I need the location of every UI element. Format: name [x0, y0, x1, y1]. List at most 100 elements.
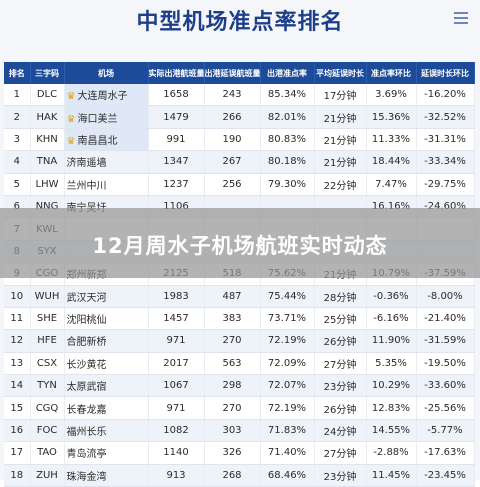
- flights-cell: 1347: [148, 150, 205, 174]
- delay-change-cell: -31.31%: [416, 128, 475, 152]
- delayed-cell: 298: [204, 374, 261, 398]
- table-row: 11 SHE 沈阳桃仙 1457 383 73.71% 25分钟 -6.16% -21.40%: [4, 307, 475, 331]
- airport-name: 南昌昌北: [77, 135, 118, 147]
- delay-change-cell: -33.34%: [416, 150, 475, 174]
- code-cell: ZUH: [30, 464, 65, 487]
- flights-cell: 1082: [148, 419, 205, 443]
- table-row: 4 TNA 济南遥墙 1347 267 80.18% 21分钟 18.44% -33.34%: [4, 150, 475, 174]
- code-cell: DLC: [30, 84, 65, 107]
- airport-cell: 合肥新桥: [64, 329, 149, 353]
- rank-cell: 16: [4, 419, 31, 443]
- delay-change-cell: -5.77%: [416, 419, 475, 443]
- ontime-change-cell: 10.29%: [366, 374, 417, 398]
- airport-name: 珠海金湾: [66, 471, 107, 483]
- flights-cell: 2017: [148, 352, 205, 376]
- ontime-rate-cell: 72.19%: [260, 329, 315, 353]
- table-row: 12 HFE 合肥新桥 971 270 72.19% 26分钟 11.90% -31.59%: [4, 329, 475, 353]
- delay-change-cell: -17.63%: [416, 441, 475, 465]
- ontime-rate-cell: 80.18%: [260, 150, 315, 174]
- ontime-rate-cell: 72.07%: [260, 374, 315, 398]
- column-header: 出港准点率: [260, 62, 315, 84]
- table-header-row: 排名 三字码 机场 实际出港航班量 出港延误航班量 出港准点率 平均延误时长 准…: [4, 62, 475, 84]
- rank-cell: 1: [4, 84, 31, 107]
- column-header: 延误时长环比: [416, 62, 475, 84]
- page-title: 中型机场准点率排名: [136, 10, 344, 35]
- delay-change-cell: -29.75%: [416, 173, 475, 196]
- airport-name: 福州长乐: [66, 427, 107, 439]
- table-row: 14 TYN 太原武宿 1067 298 72.07% 23分钟 10.29% -33.60%: [4, 374, 475, 398]
- code-cell: FOC: [30, 419, 65, 443]
- banner-title: 12月周水子机场航班实时动态: [92, 234, 388, 258]
- ontime-change-cell: 11.33%: [366, 128, 417, 152]
- airport-cell: ♛ 南昌昌北: [64, 128, 149, 152]
- airport-cell: 武汉天河: [64, 285, 149, 308]
- table-row: 10 WUH 武汉天河 1983 487 75.44% 28分钟 -0.36% -8.00%: [4, 285, 475, 308]
- flights-cell: 1237: [148, 173, 205, 196]
- avg-delay-cell: 24分钟: [314, 419, 367, 443]
- ontime-change-cell: 14.55%: [366, 419, 417, 443]
- airport-name: 济南遥墙: [66, 158, 107, 170]
- ontime-rate-cell: 68.46%: [260, 464, 315, 487]
- delayed-cell: 268: [204, 464, 261, 487]
- ontime-change-cell: 11.45%: [366, 464, 417, 487]
- rank-cell: 4: [4, 150, 31, 174]
- ontime-change-cell: 18.44%: [366, 150, 417, 174]
- column-header: 平均延误时长: [314, 62, 367, 84]
- ontime-change-cell: 3.69%: [366, 84, 417, 107]
- delayed-cell: 270: [204, 329, 261, 353]
- airport-name: 沈阳桃仙: [66, 315, 107, 327]
- delay-change-cell: -25.56%: [416, 396, 475, 420]
- code-cell: HFE: [30, 329, 65, 353]
- airport-cell: 太原武宿: [64, 374, 149, 398]
- delayed-cell: 303: [204, 419, 261, 443]
- delayed-cell: 487: [204, 285, 261, 308]
- delayed-cell: 326: [204, 441, 261, 465]
- delayed-cell: 266: [204, 105, 261, 129]
- code-cell: WUH: [30, 285, 65, 308]
- delayed-cell: 383: [204, 307, 261, 331]
- ontime-rate-cell: 72.09%: [260, 352, 315, 376]
- airport-cell: ♛ 大连周水子: [64, 84, 149, 107]
- delayed-cell: 270: [204, 396, 261, 420]
- table-row: 15 CGQ 长春龙嘉 971 270 72.19% 26分钟 12.83% -25.56%: [4, 396, 475, 420]
- flights-cell: 1983: [148, 285, 205, 308]
- airport-name: 太原武宿: [66, 382, 107, 394]
- delay-change-cell: -19.50%: [416, 352, 475, 376]
- flights-cell: 913: [148, 464, 205, 487]
- ontime-change-cell: 11.90%: [366, 329, 417, 353]
- airport-cell: 长沙黄花: [64, 352, 149, 376]
- menu-icon[interactable]: [454, 12, 468, 27]
- code-cell: LHW: [30, 173, 65, 196]
- rank-cell: 15: [4, 396, 31, 420]
- airport-cell: 珠海金湾: [64, 464, 149, 487]
- code-cell: KHN: [30, 128, 65, 152]
- code-cell: CSX: [30, 352, 65, 376]
- ontime-rate-cell: 72.19%: [260, 396, 315, 420]
- code-cell: TAO: [30, 441, 65, 465]
- delay-change-cell: -23.45%: [416, 464, 475, 487]
- avg-delay-cell: 28分钟: [314, 285, 367, 308]
- flights-cell: 971: [148, 329, 205, 353]
- code-cell: SHE: [30, 307, 65, 331]
- ontime-rate-cell: 82.01%: [260, 105, 315, 129]
- delay-change-cell: -31.59%: [416, 329, 475, 353]
- table-row: 17 TAO 青岛流亭 1140 326 71.40% 27分钟 -2.88% -17.63%: [4, 441, 475, 465]
- avg-delay-cell: 27分钟: [314, 352, 367, 376]
- column-header: 出港延误航班量: [204, 62, 261, 84]
- rank-cell: 2: [4, 105, 31, 129]
- ontime-rate-cell: 73.71%: [260, 307, 315, 331]
- rank-cell: 13: [4, 352, 31, 376]
- airport-name: 海口美兰: [77, 113, 118, 125]
- flights-cell: 1457: [148, 307, 205, 331]
- flights-cell: 971: [148, 396, 205, 420]
- code-cell: CGQ: [30, 396, 65, 420]
- column-header: 机场: [64, 62, 149, 84]
- table-row: 1 DLC ♛ 大连周水子 1658 243 85.34% 17分钟 3.69% -16.20%: [4, 84, 475, 107]
- rank-cell: 5: [4, 173, 31, 196]
- airport-name: 青岛流亭: [66, 449, 107, 461]
- ontime-rate-cell: 75.44%: [260, 285, 315, 308]
- avg-delay-cell: 22分钟: [314, 173, 367, 196]
- delay-change-cell: -21.40%: [416, 307, 475, 331]
- airport-name: 合肥新桥: [66, 337, 107, 349]
